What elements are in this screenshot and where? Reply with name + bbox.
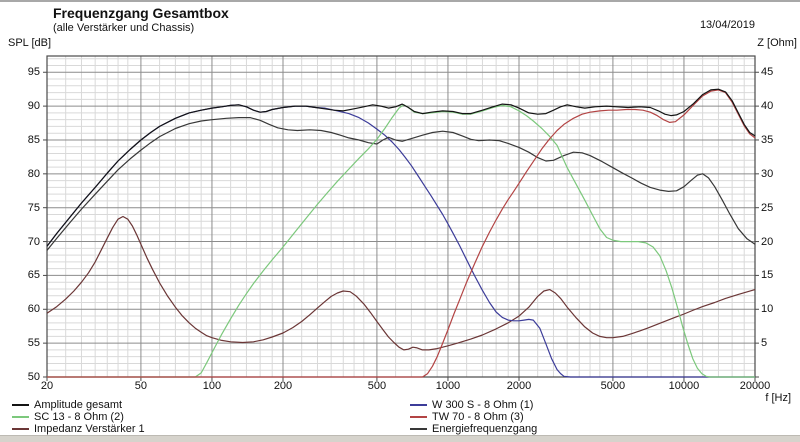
x-tick-label: 200: [273, 380, 293, 392]
legend-item-tw70: TW 70 - 8 Ohm (3): [410, 411, 537, 423]
y-right-tick-label: 30: [761, 167, 774, 180]
x-tick-label: 2000: [506, 380, 532, 392]
y-left-tick-label: 85: [27, 133, 40, 146]
legend-label: Amplitude gesamt: [34, 399, 123, 411]
x-tick-label: 20: [40, 380, 54, 392]
y-right-tick-label: 20: [761, 235, 774, 248]
y-left-tick-label: 65: [27, 269, 40, 282]
legend-label: Energiefrequenzgang: [432, 423, 538, 435]
legend-swatch-energie: [410, 428, 427, 430]
x-axis-title: f [Hz]: [765, 392, 791, 404]
y-left-tick-label: 95: [27, 66, 40, 79]
y-right-tick-label: 10: [761, 303, 774, 316]
y-left-tick-label: 80: [27, 167, 40, 180]
legend-label: SC 13 - 8 Ohm (2): [34, 411, 124, 423]
x-tick-label: 10000: [668, 380, 700, 392]
x-tick-label: 500: [367, 380, 387, 392]
y-axis-right-title: Z [Ohm]: [757, 37, 797, 49]
chart-date: 13/04/2019: [699, 19, 755, 31]
y-right-tick-label: 45: [761, 66, 774, 79]
y-left-tick-label: 50: [27, 371, 40, 383]
legend-swatch-sc13: [12, 416, 29, 418]
chart-subtitle: (alle Verstärker und Chassis): [53, 22, 195, 34]
x-tick-label: 50: [134, 380, 148, 392]
legend-label: W 300 S - 8 Ohm (1): [432, 399, 534, 411]
legend-item-impedanz: Impedanz Verstärker 1: [12, 423, 145, 435]
series-tw70: [47, 89, 756, 378]
x-tick-label: 5000: [600, 380, 626, 392]
chart-title: Frequenzgang Gesamtbox: [53, 5, 229, 21]
legend-swatch-impedanz: [12, 428, 29, 430]
y-left-tick-label: 90: [27, 100, 40, 113]
x-tick-label: 1000: [435, 380, 461, 392]
y-right-tick-label: 40: [761, 100, 774, 113]
legend-column-right: W 300 S - 8 Ohm (1) TW 70 - 8 Ohm (3) Ener…: [410, 399, 537, 435]
y-right-tick-label: 35: [761, 133, 774, 146]
y-right-tick-label: 25: [761, 201, 774, 214]
legend-swatch-amplitude: [12, 404, 29, 406]
legend-item-w300s: W 300 S - 8 Ohm (1): [410, 399, 537, 411]
legend-column-left: Amplitude gesamt SC 13 - 8 Ohm (2) Impedan…: [12, 399, 145, 435]
x-tick-label: 20000: [739, 380, 771, 392]
y-axis-left-title: SPL [dB]: [8, 37, 52, 49]
legend-item-amplitude: Amplitude gesamt: [12, 399, 145, 411]
series-amplitude: [46, 88, 756, 247]
y-left-tick-label: 55: [27, 337, 40, 350]
y-right-tick-label: 15: [761, 269, 774, 282]
y-left-tick-label: 75: [27, 201, 40, 214]
series-impedanz: [46, 215, 756, 351]
window-edge-bottom: [0, 435, 800, 442]
legend-swatch-tw70: [410, 416, 427, 418]
window-edge-top: [0, 0, 800, 2]
legend-swatch-w300s: [410, 404, 427, 406]
x-tick-label: 100: [202, 380, 222, 392]
y-left-tick-label: 60: [27, 303, 40, 316]
legend-item-energie: Energiefrequenzgang: [410, 423, 537, 435]
y-right-tick-label: 5: [761, 337, 768, 350]
legend-label: TW 70 - 8 Ohm (3): [432, 411, 524, 423]
series-energie: [46, 117, 756, 251]
y-left-tick-label: 70: [27, 235, 40, 248]
legend-item-sc13: SC 13 - 8 Ohm (2): [12, 411, 145, 423]
legend-label: Impedanz Verstärker 1: [34, 423, 145, 435]
